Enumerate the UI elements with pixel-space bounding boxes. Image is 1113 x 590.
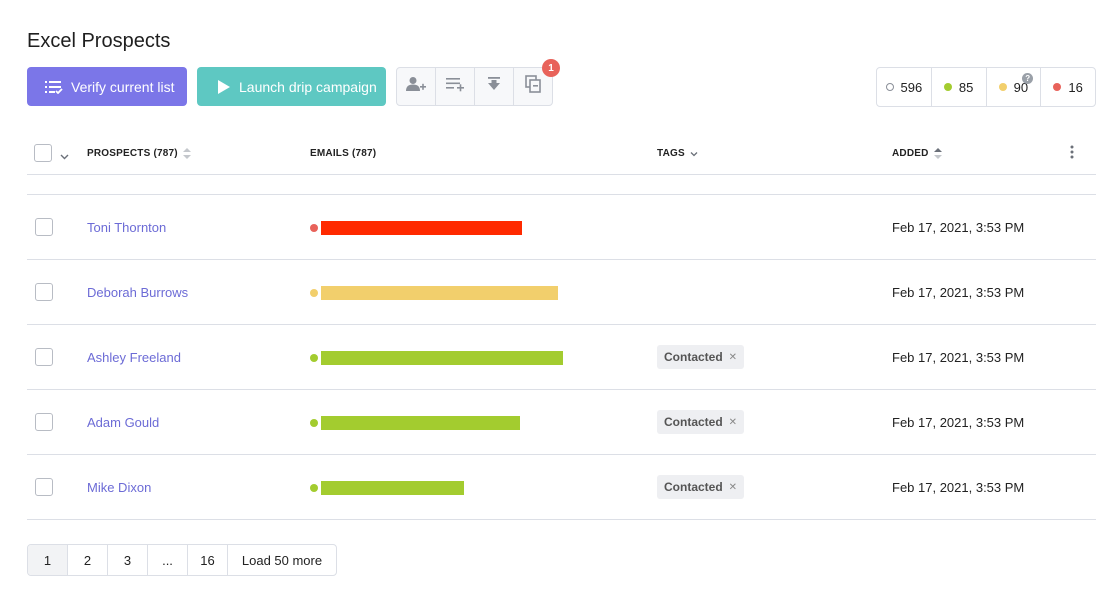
table-row[interactable]: Mike Dixon Contacted ✕ Feb 17, 2021, 3:53 P… [27, 455, 1096, 520]
stat-valid-value: 85 [958, 79, 974, 95]
status-dot-valid [943, 83, 952, 91]
tag-chip: Contacted ✕ [657, 410, 745, 434]
prospect-name-link[interactable]: Mike Dixon [87, 480, 152, 495]
play-icon [217, 79, 231, 95]
add-user-button[interactable] [397, 68, 436, 105]
prospect-name-link[interactable]: Deborah Burrows [87, 285, 189, 300]
email-status-summary: 596 85 90 ? 16 [876, 67, 1096, 107]
page-1-button[interactable]: 1 [28, 545, 68, 575]
column-tags[interactable]: TAGS [657, 148, 698, 159]
chevron-down-icon[interactable] [60, 148, 69, 166]
email-redacted-bar [321, 351, 563, 365]
stat-risky[interactable]: 90 ? [987, 68, 1042, 106]
status-dot-invalid [1053, 83, 1062, 91]
help-icon[interactable]: ? [1022, 73, 1034, 84]
column-emails: EMAILS (787) [310, 148, 376, 159]
added-date: Feb 17, 2021, 3:53 PM [892, 285, 1025, 300]
column-prospects[interactable]: PROSPECTS (787) [87, 148, 191, 159]
added-date: Feb 17, 2021, 3:53 PM [892, 415, 1025, 430]
email-status-dot [310, 224, 318, 232]
column-added[interactable]: ADDED [892, 148, 942, 159]
column-prospects-label: PROSPECTS (787) [87, 148, 178, 159]
table-row[interactable]: Adam Gould Contacted ✕ Feb 17, 2021, 3:53 P… [27, 390, 1096, 455]
prospect-name-link[interactable]: Adam Gould [87, 415, 160, 430]
status-dot-risky [998, 83, 1007, 91]
tag-label: Contacted [664, 415, 723, 429]
column-added-label: ADDED [892, 148, 929, 159]
copy-icon [525, 75, 541, 98]
email-redacted-bar [321, 481, 464, 495]
email-redacted-bar [321, 286, 558, 300]
email-status-dot [310, 419, 318, 427]
row-checkbox[interactable] [35, 218, 53, 236]
download-button[interactable] [475, 68, 514, 105]
table-row[interactable]: Toni Thornton Feb 17, 2021, 3:53 PM [27, 195, 1096, 260]
copy-button[interactable] [514, 68, 552, 105]
launch-campaign-label: Launch drip campaign [239, 78, 377, 95]
status-dot-total [885, 83, 894, 91]
stat-invalid[interactable]: 16 [1041, 68, 1095, 106]
stat-total[interactable]: 596 [877, 68, 932, 106]
tag-chip: Contacted ✕ [657, 475, 745, 499]
email-status-dot [310, 484, 318, 492]
more-options-icon[interactable] [1070, 145, 1074, 164]
row-checkbox[interactable] [35, 478, 53, 496]
page-ellipsis[interactable]: ... [148, 545, 188, 575]
add-to-list-icon [445, 76, 465, 97]
email-status-dot [310, 354, 318, 362]
tag-chip: Contacted ✕ [657, 345, 745, 369]
tag-label: Contacted [664, 350, 723, 364]
row-checkbox[interactable] [35, 413, 53, 431]
verify-list-label: Verify current list [71, 78, 175, 95]
checklist-icon [45, 80, 63, 94]
action-icon-group [396, 67, 553, 106]
row-checkbox[interactable] [35, 348, 53, 366]
select-all-checkbox[interactable] [34, 144, 52, 162]
verify-list-button[interactable]: Verify current list [27, 67, 187, 106]
stat-invalid-value: 16 [1068, 79, 1083, 95]
table-divider [27, 194, 1096, 195]
added-date: Feb 17, 2021, 3:53 PM [892, 220, 1025, 235]
table-header: PROSPECTS (787) EMAILS (787) TAGS ADDED [27, 131, 1096, 175]
page-title: Excel Prospects [27, 30, 171, 52]
chevron-down-icon [690, 150, 698, 158]
pagination: 1 2 3 ... 16 Load 50 more [27, 544, 337, 576]
remove-tag-icon[interactable]: ✕ [728, 481, 738, 493]
prospect-name-link[interactable]: Toni Thornton [87, 220, 167, 235]
notification-badge: 1 [542, 59, 560, 77]
stat-valid[interactable]: 85 [932, 68, 987, 106]
column-emails-label: EMAILS (787) [310, 148, 377, 159]
remove-tag-icon[interactable]: ✕ [728, 351, 738, 363]
page-2-button[interactable]: 2 [68, 545, 108, 575]
page-3-button[interactable]: 3 [108, 545, 148, 575]
column-tags-label: TAGS [657, 148, 685, 159]
email-status-dot [310, 289, 318, 297]
page-16-button[interactable]: 16 [188, 545, 228, 575]
table-row[interactable]: Ashley Freeland Contacted ✕ Feb 17, 2021, 3… [27, 325, 1096, 390]
prospect-name-link[interactable]: Ashley Freeland [87, 350, 181, 365]
load-more-button[interactable]: Load 50 more [241, 552, 323, 568]
download-icon [486, 76, 502, 97]
add-user-icon [406, 76, 426, 97]
added-date: Feb 17, 2021, 3:53 PM [892, 350, 1025, 365]
remove-tag-icon[interactable]: ✕ [728, 416, 738, 428]
email-redacted-bar [321, 416, 520, 430]
sort-icon [182, 148, 191, 159]
email-redacted-bar [321, 221, 522, 235]
tag-label: Contacted [664, 480, 723, 494]
sort-icon [933, 148, 942, 159]
stat-total-value: 596 [900, 79, 923, 95]
table-row[interactable]: Deborah Burrows Feb 17, 2021, 3:53 PM [27, 260, 1096, 325]
row-checkbox[interactable] [35, 283, 53, 301]
added-date: Feb 17, 2021, 3:53 PM [892, 480, 1025, 495]
launch-campaign-button[interactable]: Launch drip campaign [197, 67, 386, 106]
add-to-list-button[interactable] [436, 68, 475, 105]
